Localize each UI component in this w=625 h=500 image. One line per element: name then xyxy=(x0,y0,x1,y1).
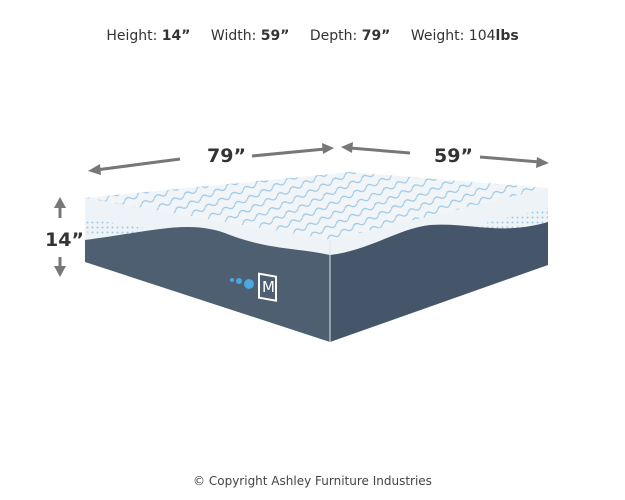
snowflake-icon xyxy=(230,278,254,289)
logo-box xyxy=(258,272,277,302)
specs-line: Height: 14” Width: 59” Depth: 79” Weight… xyxy=(0,28,625,44)
spec-weight: Weight: 104lbs xyxy=(410,28,519,44)
spec-height: Height: 14” xyxy=(106,28,191,44)
mattress-top xyxy=(85,172,548,240)
depth-arrow-left xyxy=(95,157,181,172)
width-arrow-left xyxy=(349,146,411,155)
spec-depth: Depth: 79” xyxy=(309,28,391,44)
height-label: 14” xyxy=(45,229,84,251)
copyright: © Copyright Ashley Furniture Industries xyxy=(193,474,432,488)
width-label: 59” xyxy=(434,145,473,167)
mattress-base-right xyxy=(330,222,548,342)
depth-label: 79” xyxy=(207,145,246,167)
spec-width: Width: 59” xyxy=(210,28,290,44)
mattress xyxy=(85,172,548,342)
width-arrow-right xyxy=(479,155,541,164)
logo-letter: M xyxy=(262,278,275,296)
mattress-base-left xyxy=(85,226,330,342)
arrows xyxy=(54,142,549,277)
depth-arrow-right xyxy=(251,147,326,158)
